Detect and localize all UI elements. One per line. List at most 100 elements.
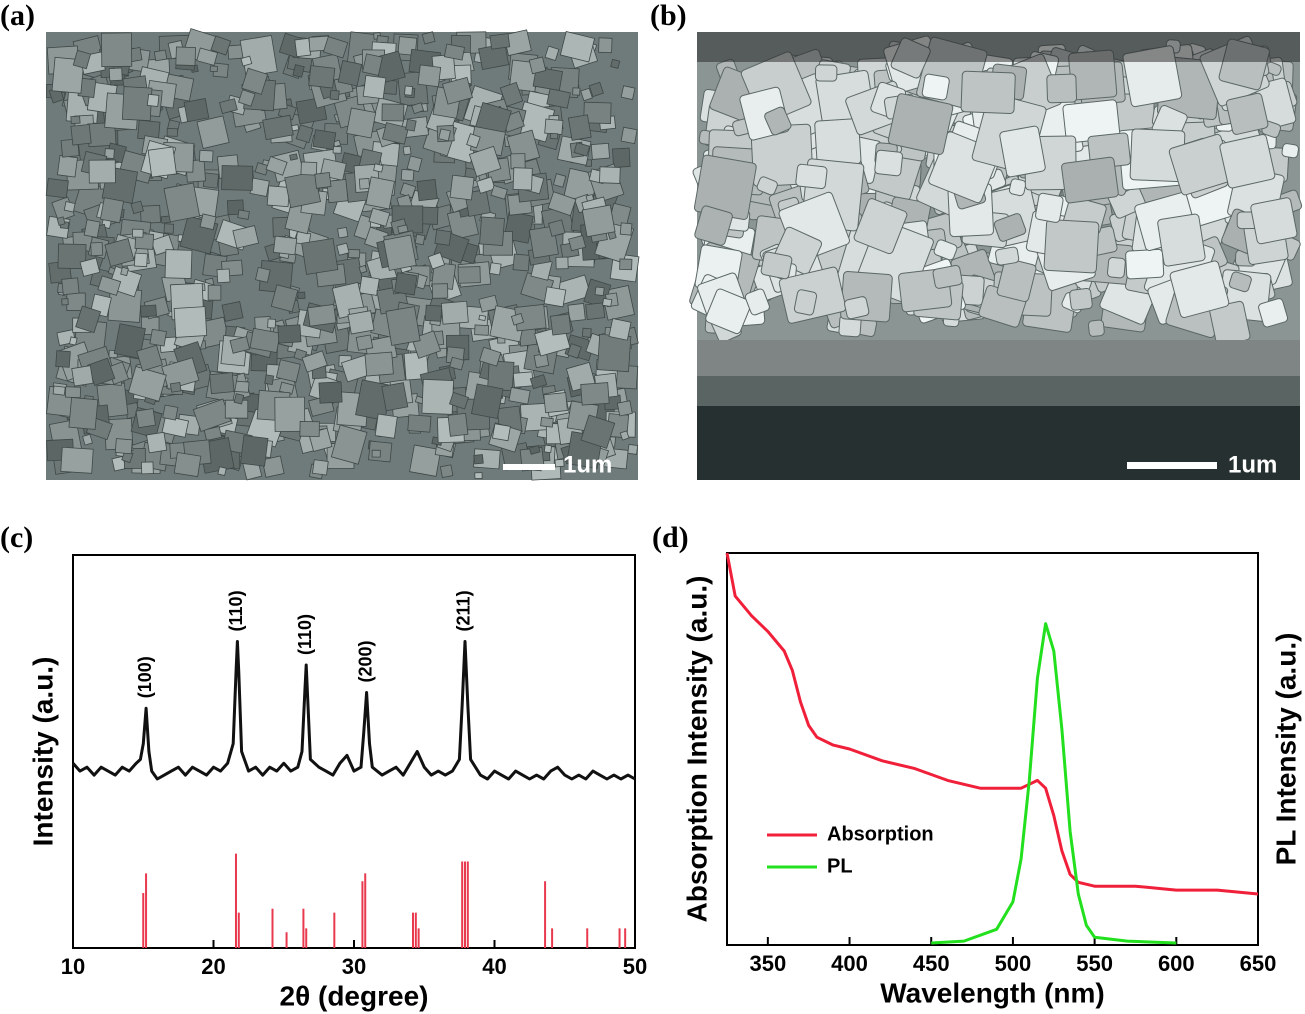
grain xyxy=(449,391,470,410)
grain xyxy=(381,382,409,412)
crystal xyxy=(760,251,793,280)
grain xyxy=(210,35,232,56)
x-tick-label: 600 xyxy=(1158,951,1195,976)
grain xyxy=(348,249,361,259)
grain xyxy=(567,303,586,322)
crystal xyxy=(1219,134,1276,189)
grain xyxy=(499,81,524,107)
grain xyxy=(346,107,377,139)
grain xyxy=(71,365,94,387)
grain xyxy=(254,162,269,176)
grain xyxy=(585,302,606,321)
grain xyxy=(63,201,76,213)
x-tick-label: 550 xyxy=(1076,951,1113,976)
grain xyxy=(301,350,328,373)
grain xyxy=(405,118,417,132)
grain xyxy=(474,472,483,480)
grain xyxy=(135,408,156,429)
grain xyxy=(478,294,499,313)
grain xyxy=(237,209,250,220)
grain xyxy=(549,132,559,140)
grain xyxy=(424,304,443,322)
crystal xyxy=(933,239,958,261)
grain xyxy=(199,149,214,163)
grain xyxy=(599,166,621,184)
grain xyxy=(90,241,104,257)
grain xyxy=(163,182,201,223)
grain xyxy=(209,372,235,395)
grain xyxy=(261,455,285,478)
grain xyxy=(140,461,154,475)
grain xyxy=(221,165,254,191)
grain xyxy=(314,171,332,189)
grain xyxy=(139,304,157,318)
grain xyxy=(232,225,260,249)
grain xyxy=(56,216,66,226)
grain xyxy=(431,283,449,299)
grain xyxy=(546,88,571,109)
grain xyxy=(51,56,85,94)
grain xyxy=(337,226,349,239)
panel-label: (c) xyxy=(0,521,33,554)
plot-frame xyxy=(726,552,1259,946)
grain xyxy=(619,430,630,441)
grain xyxy=(588,81,604,98)
grain xyxy=(307,303,337,327)
grain xyxy=(196,115,230,149)
grain xyxy=(581,204,616,238)
grain xyxy=(438,128,451,142)
grain xyxy=(473,454,484,465)
grain xyxy=(336,242,350,256)
grain xyxy=(478,314,487,322)
y2-axis-label: PL Intensity (a.u.) xyxy=(1270,633,1301,866)
grain xyxy=(329,89,340,101)
panel-label: (a) xyxy=(0,0,35,32)
y-axis-label: Intensity (a.u.) xyxy=(27,657,58,847)
plot-frame xyxy=(72,554,636,949)
crystal xyxy=(1087,319,1105,337)
grain xyxy=(79,257,101,277)
grain xyxy=(490,184,508,200)
grain xyxy=(169,381,182,393)
panel-label: (b) xyxy=(650,0,687,32)
grain xyxy=(114,438,133,455)
grain xyxy=(457,266,481,284)
grain xyxy=(275,359,301,383)
grain xyxy=(510,153,526,170)
grain xyxy=(70,115,81,125)
grain xyxy=(358,275,380,296)
sem-top-shade xyxy=(697,32,1300,62)
grain xyxy=(249,177,270,197)
x-tick-label: 350 xyxy=(749,951,786,976)
grain xyxy=(162,404,179,421)
grain xyxy=(581,327,592,338)
grain xyxy=(610,58,621,69)
grain xyxy=(487,360,515,392)
grain xyxy=(580,87,593,102)
grain xyxy=(528,444,541,455)
grain xyxy=(166,128,178,137)
grain xyxy=(99,197,125,224)
x-axis-label: Wavelength (nm) xyxy=(880,977,1105,1008)
grain xyxy=(297,291,306,300)
grain xyxy=(301,237,339,275)
grain xyxy=(130,200,144,215)
grain xyxy=(532,66,564,91)
porous-layer xyxy=(697,340,1300,378)
sem-image-top-view xyxy=(45,28,640,481)
grain xyxy=(101,32,133,68)
grain xyxy=(262,114,294,141)
grain xyxy=(478,346,502,367)
grain xyxy=(255,266,271,283)
grain xyxy=(544,45,560,62)
grain xyxy=(239,34,278,77)
grain xyxy=(403,351,429,381)
crystal xyxy=(995,246,1020,266)
grain xyxy=(277,324,302,344)
substrate-layer xyxy=(697,376,1300,406)
data-line xyxy=(725,552,1259,896)
grain xyxy=(568,234,587,252)
grain xyxy=(449,174,475,201)
grain xyxy=(489,262,502,276)
crystal xyxy=(853,198,908,255)
